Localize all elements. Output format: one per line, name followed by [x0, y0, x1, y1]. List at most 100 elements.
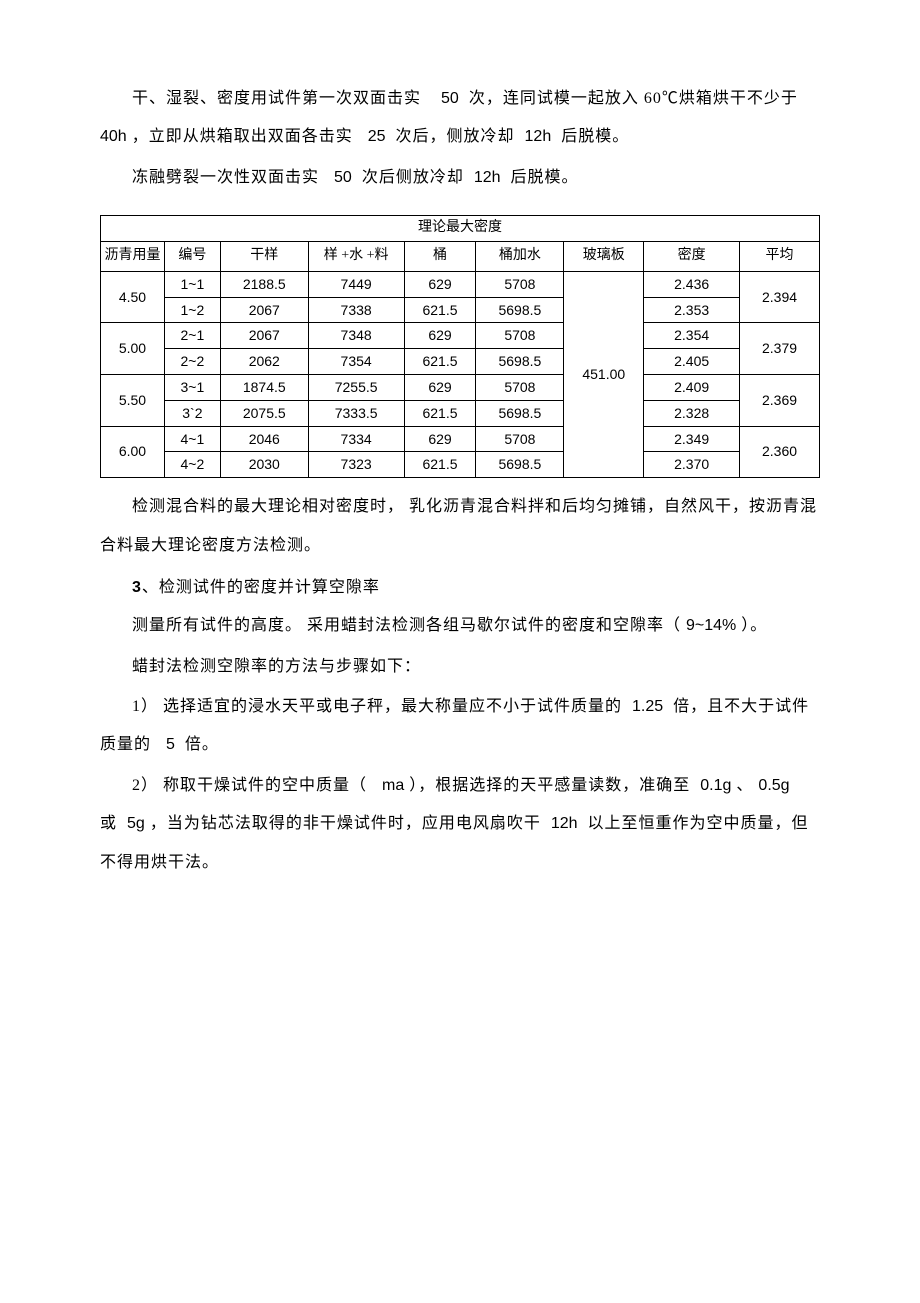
glass-cell: 451.00 [564, 271, 644, 477]
data-cell: 3~1 [164, 374, 220, 400]
text: 12h [525, 128, 552, 145]
text: 0.5g [758, 777, 789, 794]
usage-cell: 6.00 [101, 426, 165, 478]
avg-cell: 2.369 [740, 374, 820, 426]
density-cell: 2.349 [644, 426, 740, 452]
density-cell: 2.354 [644, 323, 740, 349]
text: 5g [127, 815, 145, 832]
table-header: 桶 [404, 241, 476, 271]
table-title: 理论最大密度 [101, 216, 820, 242]
data-cell: 2~2 [164, 349, 220, 375]
data-cell: 7348 [308, 323, 404, 349]
data-cell: 621.5 [404, 349, 476, 375]
density-table: 理论最大密度 沥青用量编号干样样 +水 +料桶桶加水玻璃板密度平均 4.501~… [100, 215, 820, 478]
text: 5 [166, 736, 175, 753]
text: 倍。 [185, 736, 219, 753]
data-cell: 7449 [308, 271, 404, 297]
text: 50 [334, 169, 352, 186]
table-header: 密度 [644, 241, 740, 271]
data-cell: 5708 [476, 323, 564, 349]
table-header: 平均 [740, 241, 820, 271]
section-3-heading: 3、检测试件的密度并计算空隙率 [100, 569, 820, 607]
data-cell: 2030 [220, 452, 308, 478]
text: 次后侧放冷却 [362, 169, 464, 186]
data-cell: 2046 [220, 426, 308, 452]
table-row: 6.004~12046733462957082.3492.360 [101, 426, 820, 452]
text: 50 [441, 90, 459, 107]
text: 测量所有试件的高度。 采用蜡封法检测各组马歇尔试件的密度和空隙率（ [132, 617, 681, 634]
text: 1.25 [632, 698, 663, 715]
paragraph-1: 干、湿裂、密度用试件第一次双面击实 50 次，连同试模一起放入 60℃烘箱烘干不… [100, 80, 820, 157]
text: ）。 [741, 617, 767, 634]
data-cell: 629 [404, 426, 476, 452]
paragraph-7: 2） 称取干燥试件的空中质量（ ma ），根据选择的天平感量读数，准确至 0.1… [100, 767, 820, 882]
data-cell: 1~2 [164, 297, 220, 323]
data-cell: 2075.5 [220, 400, 308, 426]
data-cell: 5708 [476, 374, 564, 400]
data-cell: 5698.5 [476, 452, 564, 478]
density-cell: 2.353 [644, 297, 740, 323]
data-cell: 2067 [220, 323, 308, 349]
paragraph-6: 1） 选择适宜的浸水天平或电子秤，最大称量应不小于试件质量的 1.25 倍，且不… [100, 688, 820, 765]
data-cell: 2~1 [164, 323, 220, 349]
data-cell: 621.5 [404, 452, 476, 478]
data-cell: 1874.5 [220, 374, 308, 400]
density-cell: 2.436 [644, 271, 740, 297]
text: 40h [100, 128, 127, 145]
data-cell: 7323 [308, 452, 404, 478]
data-cell: 629 [404, 323, 476, 349]
text: 或 [100, 815, 117, 832]
data-cell: 2188.5 [220, 271, 308, 297]
text: 12h [551, 815, 578, 832]
data-cell: 7354 [308, 349, 404, 375]
data-cell: 4~2 [164, 452, 220, 478]
table-row: 5.002~12067734862957082.3542.379 [101, 323, 820, 349]
text: 冻融劈裂一次性双面击实 [132, 169, 319, 186]
table-header: 玻璃板 [564, 241, 644, 271]
paragraph-4: 测量所有试件的高度。 采用蜡封法检测各组马歇尔试件的密度和空隙率（ 9~14% … [100, 607, 820, 645]
table-row: 4~220307323621.55698.5 2.370 [101, 452, 820, 478]
text: ），根据选择的天平感量读数，准确至 [409, 777, 690, 794]
avg-cell: 2.379 [740, 323, 820, 375]
density-cell: 2.409 [644, 374, 740, 400]
text: 3 [132, 579, 142, 596]
table-row: 1~220677338621.55698.52.353 [101, 297, 820, 323]
text: 0.1g [700, 777, 731, 794]
text: ，立即从烘箱取出双面各击实 [132, 128, 353, 145]
data-cell: 629 [404, 374, 476, 400]
data-cell: 7255.5 [308, 374, 404, 400]
table-header: 桶加水 [476, 241, 564, 271]
text: 、 [736, 777, 753, 794]
density-cell: 2.328 [644, 400, 740, 426]
density-cell: 2.405 [644, 349, 740, 375]
data-cell: 621.5 [404, 297, 476, 323]
table-row: 2~220627354621.55698.52.405 [101, 349, 820, 375]
avg-cell: 2.394 [740, 271, 820, 323]
text: ，当为钻芯法取得的非干燥试件时，应用电风扇吹干 [150, 815, 541, 832]
data-cell: 629 [404, 271, 476, 297]
data-cell: 1~1 [164, 271, 220, 297]
text: 后脱模。 [561, 128, 629, 145]
avg-cell: 2.360 [740, 426, 820, 478]
data-cell: 7334 [308, 426, 404, 452]
usage-cell: 4.50 [101, 271, 165, 323]
data-cell: 5708 [476, 426, 564, 452]
data-cell: 2062 [220, 349, 308, 375]
data-cell: 4~1 [164, 426, 220, 452]
table-header: 干样 [220, 241, 308, 271]
table-header: 编号 [164, 241, 220, 271]
data-cell: 5698.5 [476, 297, 564, 323]
table-row: 5.503~11874.57255.562957082.4092.369 [101, 374, 820, 400]
paragraph-3: 检测混合料的最大理论相对密度时， 乳化沥青混合料拌和后均匀摊铺，自然风干，按沥青… [100, 488, 820, 565]
data-cell: 5708 [476, 271, 564, 297]
usage-cell: 5.50 [101, 374, 165, 426]
text: 后脱模。 [511, 169, 579, 186]
text: 次，连同试模一起放入 60℃烘箱烘干不少于 [469, 90, 798, 107]
density-cell: 2.370 [644, 452, 740, 478]
text: 干、湿裂、密度用试件第一次双面击实 [132, 90, 421, 107]
paragraph-2: 冻融劈裂一次性双面击实 50 次后侧放冷却 12h 后脱模。 [100, 159, 820, 197]
data-cell: 5698.5 [476, 400, 564, 426]
table-row: 4.501~12188.574496295708451.002.4362.394 [101, 271, 820, 297]
table-header: 沥青用量 [101, 241, 165, 271]
usage-cell: 5.00 [101, 323, 165, 375]
